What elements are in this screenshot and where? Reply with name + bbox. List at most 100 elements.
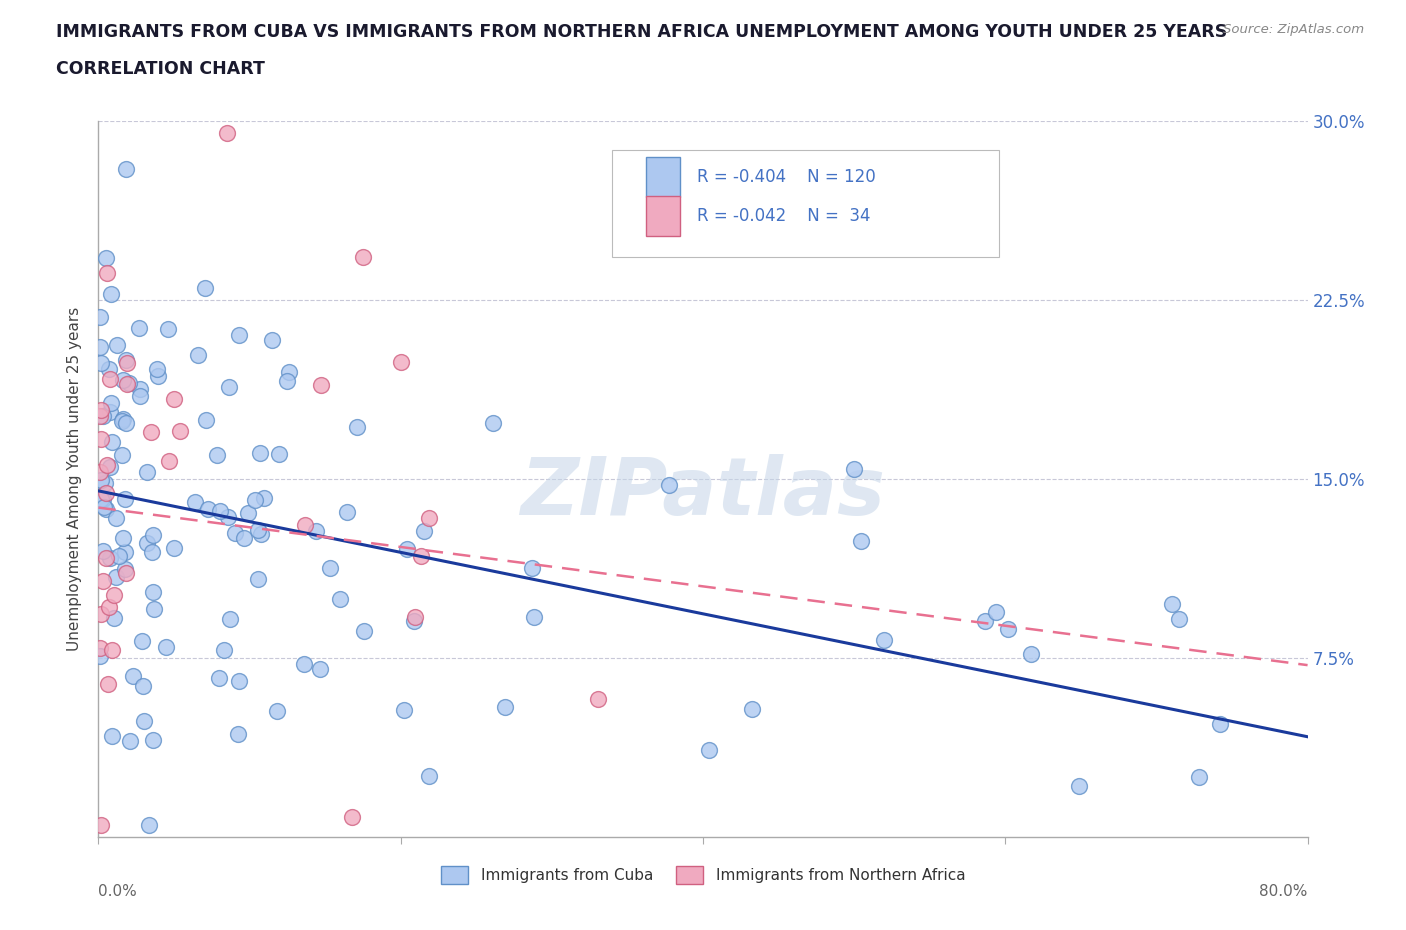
- Point: [91, 491, 114, 506]
- Text: R = -0.404    N = 120: R = -0.404 N = 120: [697, 168, 876, 186]
- Point: [90, 432, 112, 446]
- Point: [96, 485, 118, 500]
- Point: [236, 506, 259, 521]
- Point: [155, 640, 177, 655]
- Point: [90, 472, 112, 487]
- Point: [142, 527, 165, 542]
- Point: [114, 544, 136, 559]
- Point: [163, 392, 186, 406]
- Point: [194, 413, 217, 428]
- Point: [89, 409, 111, 424]
- Point: [90, 491, 112, 506]
- Point: [97, 677, 120, 692]
- Point: [1167, 612, 1189, 627]
- Point: [114, 492, 136, 507]
- Point: [118, 376, 141, 391]
- Point: [245, 493, 267, 508]
- Point: [89, 648, 111, 663]
- Point: [96, 251, 118, 266]
- Point: [136, 536, 159, 551]
- Point: [100, 435, 122, 450]
- Point: [132, 713, 155, 728]
- Point: [96, 458, 118, 472]
- Point: [997, 622, 1019, 637]
- Point: [336, 504, 359, 519]
- Point: [89, 340, 111, 355]
- Point: [128, 382, 150, 397]
- Point: [389, 354, 412, 369]
- Point: [163, 540, 186, 555]
- Point: [90, 817, 112, 832]
- Point: [103, 611, 125, 626]
- Point: [217, 510, 239, 525]
- Point: [169, 423, 191, 438]
- Point: [101, 643, 124, 658]
- FancyBboxPatch shape: [647, 157, 681, 197]
- Point: [1188, 770, 1211, 785]
- Point: [107, 548, 129, 563]
- Point: [873, 632, 896, 647]
- Point: [418, 768, 440, 783]
- Point: [197, 501, 219, 516]
- Point: [352, 249, 374, 264]
- Text: IMMIGRANTS FROM CUBA VS IMMIGRANTS FROM NORTHERN AFRICA UNEMPLOYMENT AMONG YOUTH: IMMIGRANTS FROM CUBA VS IMMIGRANTS FROM …: [56, 23, 1227, 41]
- Point: [413, 524, 436, 538]
- Legend: Immigrants from Cuba, Immigrants from Northern Africa: Immigrants from Cuba, Immigrants from No…: [434, 860, 972, 890]
- FancyBboxPatch shape: [647, 196, 681, 236]
- Point: [217, 126, 239, 140]
- Point: [142, 732, 165, 747]
- Point: [741, 701, 763, 716]
- Point: [91, 574, 114, 589]
- Point: [145, 362, 167, 377]
- Point: [111, 530, 134, 545]
- Point: [114, 562, 136, 577]
- Point: [115, 162, 138, 177]
- Point: [94, 551, 117, 565]
- Point: [404, 610, 426, 625]
- Point: [100, 287, 122, 302]
- Point: [1161, 596, 1184, 611]
- Point: [98, 599, 121, 614]
- Point: [103, 588, 125, 603]
- Point: [94, 501, 117, 516]
- Point: [146, 368, 169, 383]
- Point: [183, 495, 205, 510]
- Point: [131, 634, 153, 649]
- Point: [342, 810, 364, 825]
- Text: CORRELATION CHART: CORRELATION CHART: [56, 60, 266, 78]
- Text: 80.0%: 80.0%: [1260, 884, 1308, 898]
- Point: [98, 405, 121, 419]
- Point: [494, 700, 516, 715]
- Point: [128, 321, 150, 336]
- Point: [111, 414, 134, 429]
- Point: [141, 544, 163, 559]
- FancyBboxPatch shape: [613, 150, 1000, 257]
- Point: [115, 355, 138, 370]
- Point: [115, 565, 138, 580]
- Point: [142, 585, 165, 600]
- Point: [98, 371, 121, 386]
- Point: [104, 570, 127, 585]
- Point: [232, 531, 254, 546]
- Point: [1069, 778, 1091, 793]
- Point: [520, 561, 543, 576]
- Point: [246, 572, 269, 587]
- Point: [418, 511, 440, 525]
- Point: [115, 377, 138, 392]
- Point: [121, 669, 143, 684]
- Point: [104, 511, 127, 525]
- Point: [228, 327, 250, 342]
- Text: 0.0%: 0.0%: [98, 884, 138, 898]
- Point: [276, 374, 298, 389]
- Point: [346, 419, 368, 434]
- Point: [100, 395, 122, 410]
- Point: [138, 817, 160, 832]
- Point: [98, 459, 121, 474]
- Point: [294, 517, 316, 532]
- Point: [89, 310, 111, 325]
- Point: [136, 464, 159, 479]
- Point: [89, 641, 111, 656]
- Point: [319, 561, 342, 576]
- Point: [402, 614, 425, 629]
- Point: [194, 281, 217, 296]
